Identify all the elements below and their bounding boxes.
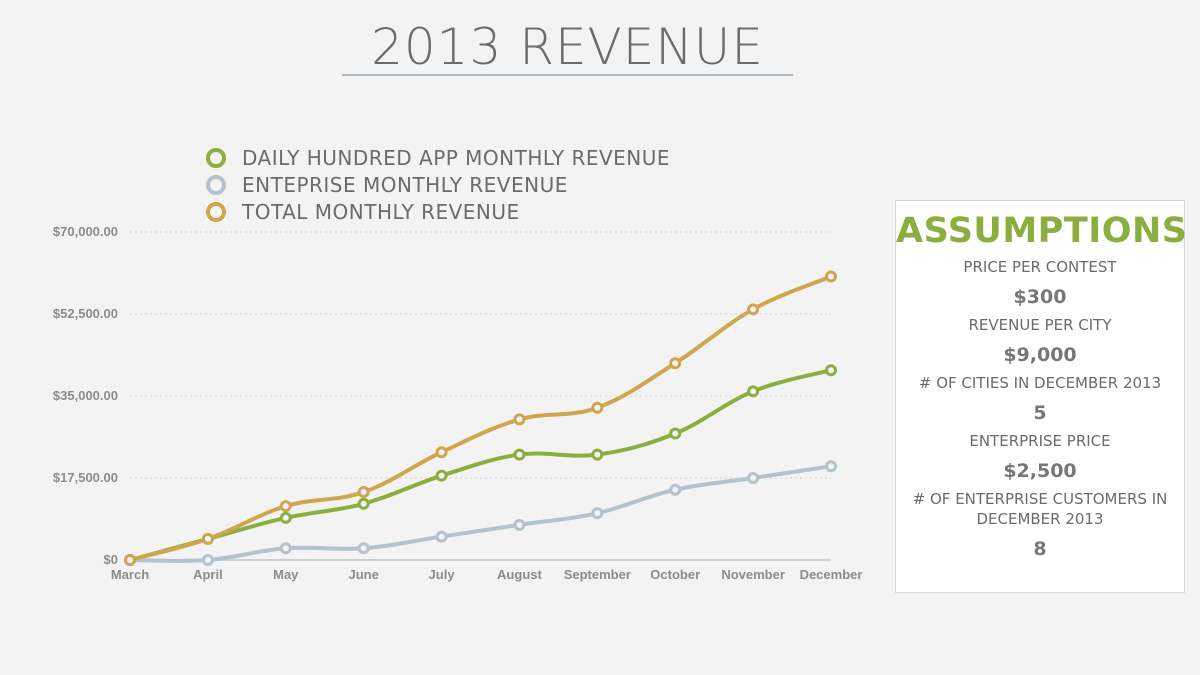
assumption-value-enterprise-customers: 8 xyxy=(1033,538,1047,560)
assumption-label-enterprise-customers: # OF ENTERPRISE CUSTOMERS IN DECEMBER 20… xyxy=(912,490,1168,528)
data-point xyxy=(513,413,526,426)
data-point xyxy=(669,427,682,440)
x-tick-label: April xyxy=(193,567,223,582)
legend-label-total-revenue: TOTAL MONTHLY REVENUE xyxy=(242,199,520,224)
data-point xyxy=(279,500,292,513)
data-point xyxy=(747,385,760,398)
revenue-line-chart: $0 $17,500.00 $35,000.00 $52,500.00 $70,000.… xyxy=(53,224,863,582)
data-point xyxy=(513,518,526,531)
y-tick-label: $70,000.00 xyxy=(53,224,118,239)
y-tick-label: $0 xyxy=(104,552,118,567)
series-line xyxy=(128,464,833,563)
chart-legend: DAILY HUNDRED APP MONTHLY REVENUE ENTEPR… xyxy=(206,144,670,225)
y-tick-label: $52,500.00 xyxy=(53,306,118,321)
legend-marker-app-revenue xyxy=(206,147,226,168)
data-point xyxy=(825,364,837,377)
data-point xyxy=(357,497,370,510)
data-point xyxy=(201,532,214,545)
x-tick-label: December xyxy=(800,567,863,582)
data-point xyxy=(435,469,448,482)
y-tick-label: $17,500.00 xyxy=(53,470,118,485)
assumptions-title: ASSUMPTIONS xyxy=(896,211,1188,251)
legend-item-total-revenue: TOTAL MONTHLY REVENUE xyxy=(206,198,670,225)
legend-marker-total-revenue xyxy=(206,201,226,222)
assumption-value-enterprise-price: $2,500 xyxy=(1003,460,1077,482)
data-point xyxy=(669,483,682,496)
series-line xyxy=(128,368,833,562)
data-point xyxy=(357,542,370,555)
x-tick-label: October xyxy=(650,567,700,582)
data-point xyxy=(591,507,604,520)
data-point xyxy=(279,542,292,555)
data-point xyxy=(435,446,448,459)
data-point xyxy=(747,303,760,316)
data-point xyxy=(435,530,448,543)
x-tick-label: August xyxy=(497,567,542,582)
x-tick-label: July xyxy=(429,567,456,582)
data-point xyxy=(669,357,682,370)
data-point xyxy=(591,448,604,461)
x-tick-label: September xyxy=(564,567,631,582)
data-point xyxy=(201,554,214,566)
legend-item-app-revenue: DAILY HUNDRED APP MONTHLY REVENUE xyxy=(206,144,670,171)
legend-label-enterprise-revenue: ENTEPRISE MONTHLY REVENUE xyxy=(242,172,568,197)
assumption-label-revenue-per-city: REVENUE PER CITY xyxy=(968,316,1112,334)
data-point xyxy=(357,486,370,499)
data-point xyxy=(279,511,292,524)
assumption-label-enterprise-price: ENTERPRISE PRICE xyxy=(969,432,1111,450)
legend-marker-enterprise-revenue xyxy=(206,174,226,195)
assumptions-panel: ASSUMPTIONS PRICE PER CONTEST $300 REVEN… xyxy=(895,200,1188,593)
data-point xyxy=(124,554,136,566)
assumption-label-price-per-contest: PRICE PER CONTEST xyxy=(963,258,1117,276)
title-underline xyxy=(342,74,793,76)
data-point xyxy=(825,460,837,473)
x-tick-label: May xyxy=(273,567,299,582)
assumption-value-revenue-per-city: $9,000 xyxy=(1003,344,1077,366)
assumption-value-cities-count: 5 xyxy=(1033,402,1047,424)
series-line xyxy=(128,274,833,562)
legend-label-app-revenue: DAILY HUNDRED APP MONTHLY REVENUE xyxy=(242,145,671,170)
data-point xyxy=(825,270,837,283)
x-tick-label: March xyxy=(111,567,149,582)
x-tick-label: November xyxy=(721,567,785,582)
y-tick-label: $35,000.00 xyxy=(53,388,118,403)
legend-item-enterprise-revenue: ENTEPRISE MONTHLY REVENUE xyxy=(206,171,670,198)
data-point xyxy=(747,472,760,484)
x-tick-label: June xyxy=(348,567,378,582)
data-point xyxy=(591,401,604,414)
page-title: 2013 REVENUE xyxy=(371,18,764,76)
assumption-label-cities-count: # OF CITIES IN DECEMBER 2013 xyxy=(918,374,1162,392)
data-point xyxy=(513,448,526,461)
assumption-value-price-per-contest: $300 xyxy=(1013,286,1067,308)
